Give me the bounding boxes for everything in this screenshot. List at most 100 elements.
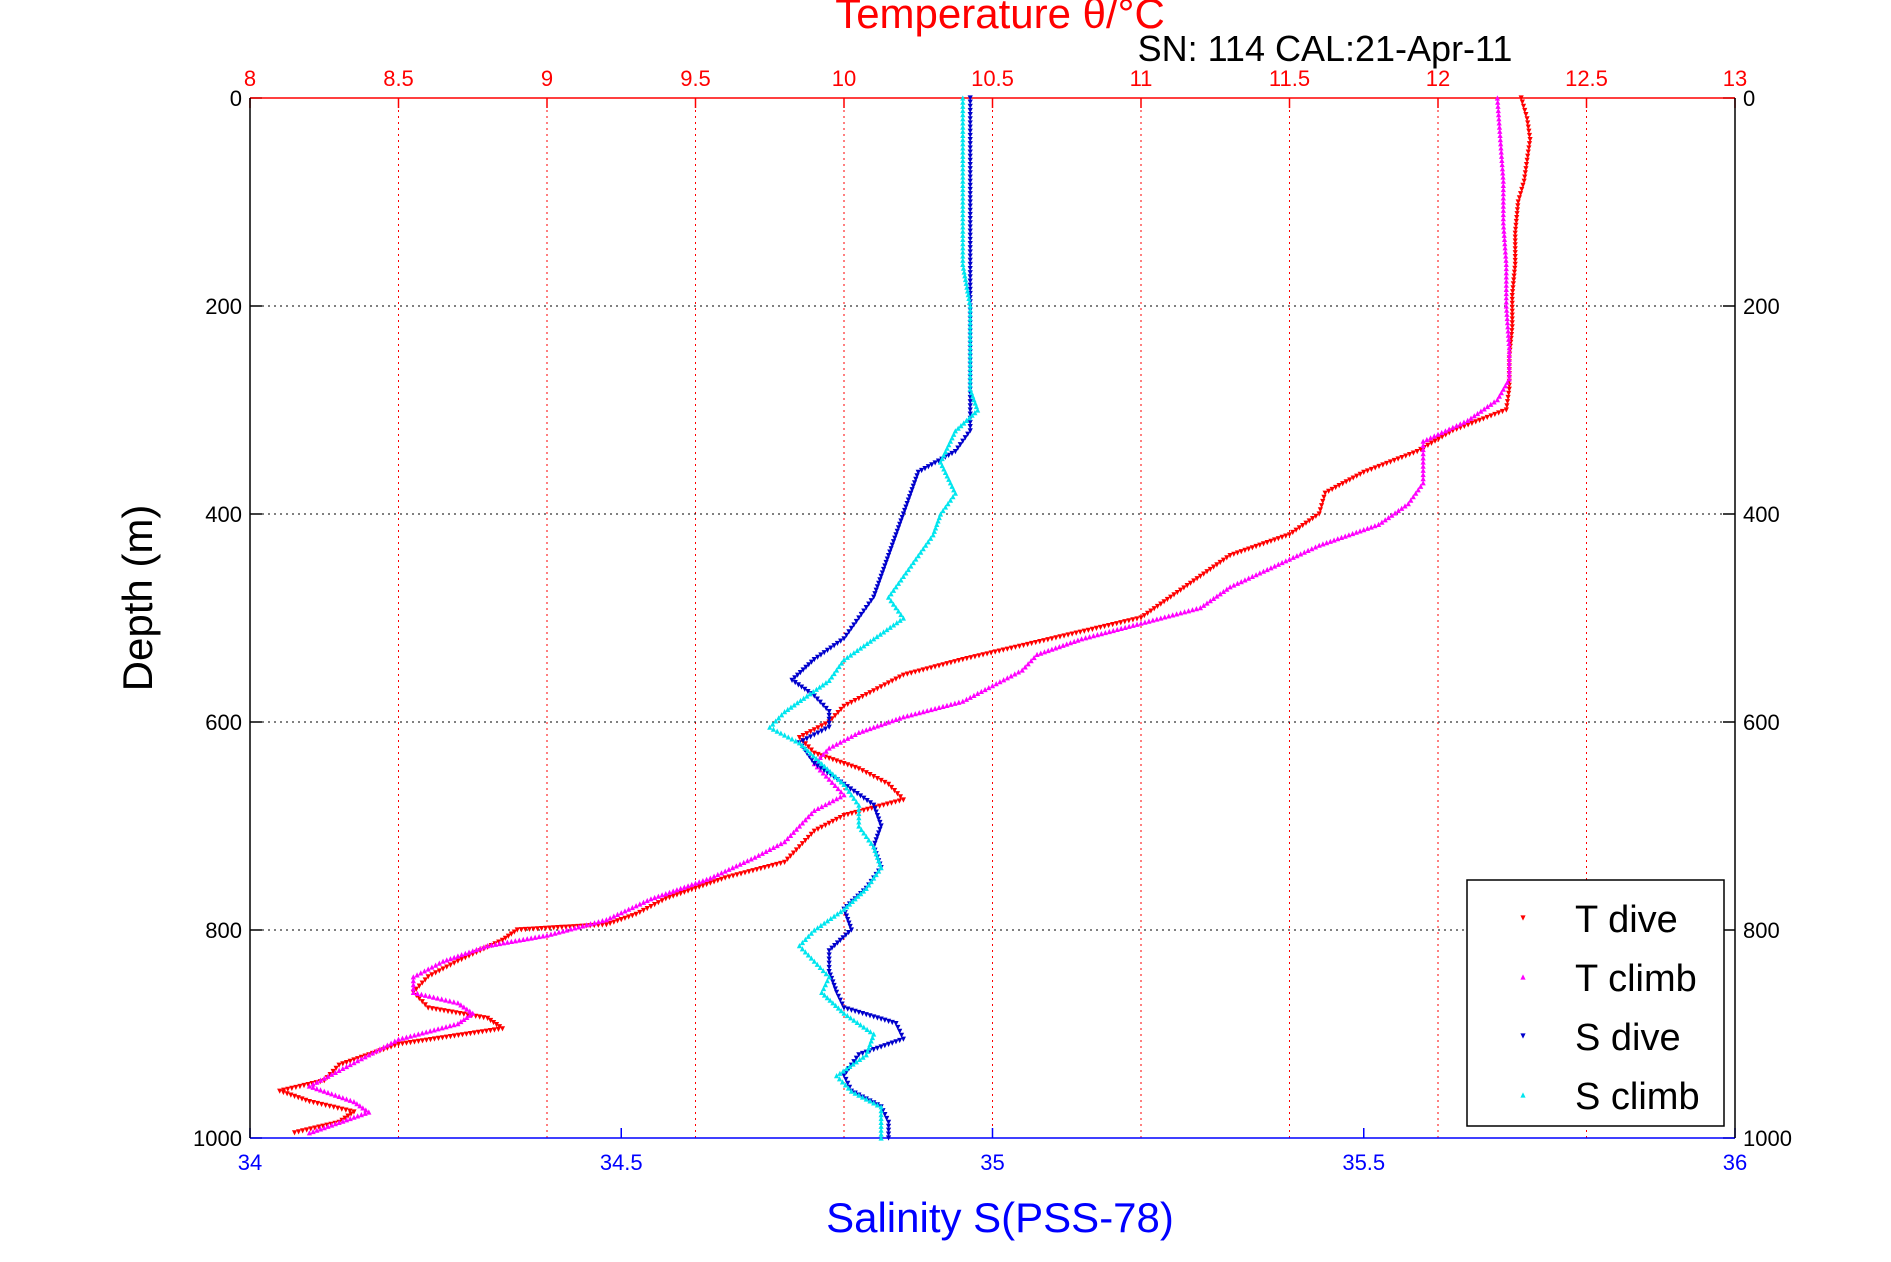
data-point-interp — [799, 841, 806, 847]
data-point-interp — [958, 423, 964, 429]
data-point — [514, 927, 520, 933]
data-point-interp — [955, 445, 961, 451]
data-point-interp — [522, 926, 528, 933]
data-point — [811, 958, 817, 964]
data-point-interp — [856, 1092, 862, 1098]
data-point-interp — [1500, 170, 1506, 176]
data-point-interp — [1439, 434, 1445, 440]
data-point-interp — [835, 776, 842, 782]
data-point-interp — [967, 228, 973, 234]
data-point-interp — [773, 718, 779, 724]
legend-label: S climb — [1575, 1076, 1700, 1118]
data-point-interp — [882, 682, 888, 688]
data-point-interp — [866, 837, 872, 843]
data-point-interp — [1514, 211, 1520, 217]
data-point-interp — [916, 668, 922, 674]
data-point-interp — [817, 699, 823, 705]
data-point-interp — [1342, 533, 1348, 539]
data-point-interp — [419, 980, 425, 986]
data-point-interp — [1110, 622, 1116, 628]
data-point-interp — [848, 652, 854, 658]
data-point-interp — [844, 784, 850, 790]
data-point-interp — [960, 124, 966, 130]
data-point-interp — [949, 450, 955, 457]
data-point-interp — [453, 1010, 459, 1016]
data-point-interp — [1410, 450, 1416, 456]
data-point-interp — [733, 863, 739, 869]
data-point-interp — [967, 369, 973, 376]
data-point-interp — [640, 899, 647, 905]
data-point-interp — [1515, 203, 1521, 209]
data-point-interp — [1028, 658, 1034, 664]
data-point-interp — [916, 710, 922, 716]
data-point-interp — [411, 1039, 418, 1045]
data-point-interp — [890, 587, 897, 593]
data-point-interp — [1141, 613, 1147, 619]
data-point-interp — [416, 983, 422, 989]
tick-label-depth-right: 400 — [1743, 502, 1780, 527]
data-point-interp — [530, 926, 537, 932]
data-point-interp — [830, 798, 836, 804]
data-point-interp — [347, 1061, 353, 1068]
data-point-interp — [820, 682, 826, 688]
data-point — [291, 1130, 298, 1136]
tick-label-salinity: 34.5 — [600, 1150, 643, 1175]
data-point-interp — [904, 671, 910, 677]
data-point-interp — [1506, 360, 1512, 366]
data-point-interp — [451, 954, 457, 960]
data-point-interp — [873, 871, 879, 878]
data-point-interp — [776, 715, 782, 721]
data-point — [1494, 397, 1500, 403]
data-point — [707, 875, 713, 881]
data-point — [900, 714, 906, 720]
data-point-interp — [1520, 103, 1527, 109]
data-point-interp — [1501, 236, 1508, 243]
data-point-interp — [956, 658, 962, 664]
data-point-interp — [289, 1085, 295, 1091]
data-point-interp — [860, 1054, 866, 1060]
data-point-interp — [997, 679, 1003, 685]
data-point-interp — [564, 927, 570, 933]
data-point-interp — [481, 944, 487, 950]
data-point-interp — [967, 186, 973, 193]
data-point-interp — [552, 930, 558, 936]
data-point-interp — [637, 909, 643, 916]
data-point-interp — [940, 703, 946, 709]
data-point — [1376, 521, 1382, 527]
data-point-interp — [802, 817, 808, 823]
data-point-interp — [351, 1114, 357, 1120]
data-point-interp — [1045, 637, 1051, 643]
data-point-interp — [793, 847, 800, 853]
data-point-interp — [1497, 128, 1503, 134]
data-point-interp — [837, 1070, 843, 1076]
data-point-interp — [963, 417, 970, 423]
data-point-interp — [1181, 609, 1188, 615]
data-point — [811, 807, 817, 813]
data-point — [960, 261, 966, 267]
data-point-interp — [560, 928, 566, 934]
data-point-interp — [726, 874, 732, 880]
data-point-interp — [493, 1022, 500, 1028]
data-point-interp — [439, 996, 445, 1002]
data-point-interp — [1497, 132, 1503, 139]
data-point — [782, 839, 788, 845]
data-point-interp — [1506, 336, 1512, 342]
data-point-interp — [1037, 639, 1043, 645]
data-point-interp — [504, 939, 510, 945]
data-point-interp — [659, 898, 665, 904]
data-point-interp — [1346, 532, 1352, 538]
data-point-interp — [1224, 586, 1230, 592]
data-point-interp — [433, 970, 439, 976]
data-point — [470, 1010, 476, 1016]
data-point-interp — [461, 1016, 467, 1023]
data-point-interp — [815, 925, 821, 931]
data-point — [841, 906, 847, 912]
data-point-interp — [805, 744, 811, 750]
data-point-interp — [436, 968, 442, 974]
data-point — [1361, 469, 1367, 475]
data-point-interp — [310, 1084, 316, 1090]
data-point-interp — [833, 1002, 839, 1008]
data-point-interp — [340, 1095, 346, 1101]
data-point — [841, 703, 847, 709]
data-point-interp — [871, 1014, 877, 1020]
